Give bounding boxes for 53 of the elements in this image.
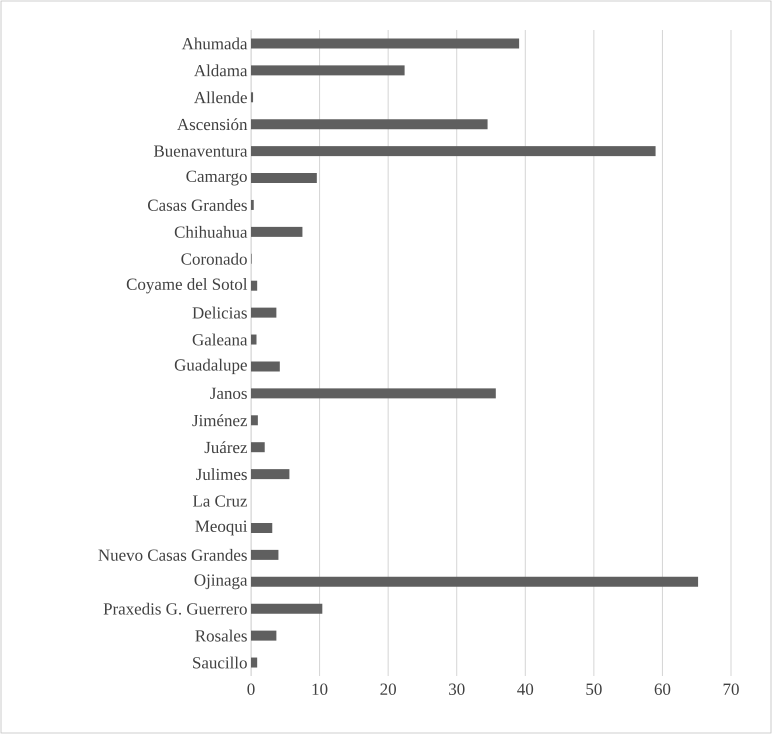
bar: [251, 550, 278, 560]
bar: [251, 388, 496, 398]
bar: [251, 576, 698, 587]
y-tick-label: Camargo: [186, 170, 247, 186]
y-tick-label: Buenaventura: [154, 145, 248, 157]
bar: [251, 280, 258, 291]
bar: [251, 604, 322, 614]
bar: [251, 415, 258, 426]
y-tick-label: Allende: [194, 91, 247, 104]
y-tick-label: Galeana: [192, 334, 248, 346]
x-tick-label: 60: [654, 684, 670, 695]
y-tick-label: Ascensión: [177, 118, 248, 130]
y-tick-label: Julimes: [196, 468, 247, 480]
y-tick-label: Jiménez: [192, 414, 248, 426]
y-tick-label: Saucillo: [193, 656, 247, 668]
bar: [251, 200, 254, 210]
y-tick-label: Juárez: [204, 441, 248, 454]
y-tick-label: Coronado: [181, 252, 247, 265]
bar: [251, 65, 405, 76]
bar: [251, 658, 258, 668]
y-tick-label: Meoqui: [195, 520, 248, 536]
bar: [251, 361, 280, 372]
y-tick-label: Coyame del Sotol: [126, 278, 248, 294]
y-tick-label: Casas Grandes: [148, 198, 247, 211]
x-tick-label: 30: [449, 684, 465, 695]
x-tick-label: 20: [380, 684, 396, 695]
y-tick-label: Rosales: [195, 630, 247, 642]
bar: [251, 469, 290, 480]
y-tick-label: La Cruz: [192, 495, 248, 507]
bar: [251, 334, 256, 345]
bar: [251, 38, 520, 48]
x-tick-label: 50: [586, 684, 602, 695]
y-tick-label: Nuevo Casas Grandes: [98, 548, 247, 561]
x-tick-label: 70: [724, 684, 739, 695]
y-tick-label: Praxedis G. Guerrero: [104, 602, 247, 615]
x-tick-label: 0: [247, 684, 255, 695]
y-tick-label: Ojinaga: [194, 574, 248, 590]
bar: [251, 308, 276, 318]
bar: [251, 442, 265, 452]
bar: [251, 630, 276, 641]
y-tick-label: Chihuahua: [174, 226, 248, 238]
y-tick-label: Guadalupe: [174, 358, 247, 374]
bar: [251, 226, 302, 237]
bar: [251, 146, 656, 156]
y-tick-label: Janos: [210, 388, 247, 399]
x-tick-label: 40: [517, 684, 534, 695]
bar: [251, 119, 488, 130]
bar: [251, 173, 317, 184]
y-tick-label: Delicias: [192, 306, 247, 319]
bar: [251, 522, 272, 533]
x-tick-label: 10: [312, 684, 328, 695]
y-tick-label: Aldama: [194, 64, 248, 76]
y-tick-label: Ahumada: [182, 37, 248, 50]
